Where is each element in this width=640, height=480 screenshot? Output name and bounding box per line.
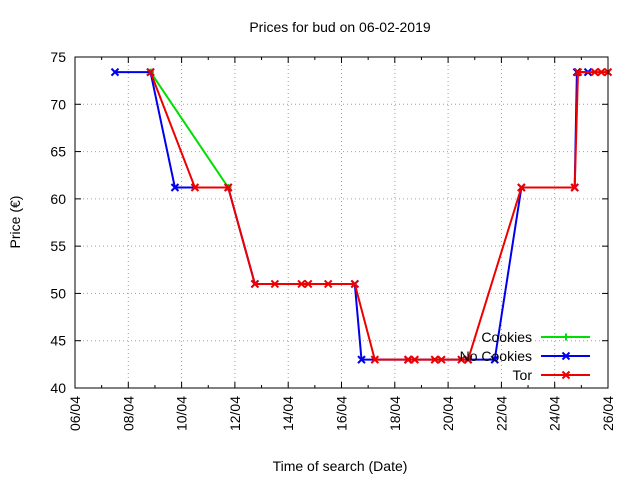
y-tick-label: 55 <box>50 238 66 254</box>
x-tick-label: 08/04 <box>120 396 136 431</box>
y-axis-label: Price (€) <box>7 196 23 249</box>
data-point <box>570 183 579 192</box>
data-point <box>323 279 333 289</box>
data-point <box>297 279 306 289</box>
x-tick-label: 20/04 <box>440 396 456 431</box>
data-point <box>561 351 571 361</box>
data-point <box>437 355 446 364</box>
y-tick-label: 60 <box>50 191 66 207</box>
data-point <box>597 67 606 77</box>
legend-label: No Cookies <box>460 348 532 364</box>
y-tick-label: 75 <box>50 49 66 65</box>
y-tick-label: 65 <box>50 144 66 160</box>
y-tick-label: 40 <box>50 380 66 396</box>
data-point <box>110 67 120 77</box>
x-tick-label: 14/04 <box>280 396 296 431</box>
legend-label: Cookies <box>481 329 532 345</box>
x-tick-label: 18/04 <box>387 396 403 431</box>
data-point <box>517 183 526 192</box>
series-no-cookies <box>110 67 593 364</box>
data-point <box>490 355 499 364</box>
data-point <box>170 183 180 192</box>
plot-area <box>110 67 613 364</box>
y-tick-label: 70 <box>50 96 66 112</box>
series-line <box>149 71 608 361</box>
x-axis-label: Time of search (Date) <box>273 458 408 474</box>
legend: Cookies No Cookies Tor <box>460 329 590 383</box>
series-tor <box>146 67 613 364</box>
data-point <box>250 279 260 289</box>
series-line <box>149 71 230 189</box>
data-point <box>410 355 419 364</box>
legend-label: Tor <box>513 367 533 383</box>
x-tick-label: 06/04 <box>67 396 83 431</box>
data-point <box>561 370 571 380</box>
x-tick-label: 10/04 <box>174 396 190 431</box>
x-tick-label: 12/04 <box>227 396 243 431</box>
legend-entry: No Cookies <box>460 348 590 364</box>
data-point <box>357 355 366 364</box>
series-line <box>115 71 588 361</box>
data-point <box>146 67 155 77</box>
data-point <box>590 67 599 77</box>
x-tick-label: 26/04 <box>600 396 616 431</box>
data-point <box>573 67 583 77</box>
chart-title: Prices for bud on 06-02-2019 <box>249 19 431 35</box>
axes: 40 45 50 55 60 65 70 75 06/04 08/04 10/04 12/04 14/0… <box>50 49 616 431</box>
data-point <box>350 279 360 289</box>
data-point <box>562 333 570 341</box>
x-tick-label: 22/04 <box>493 396 509 431</box>
data-point <box>270 279 280 289</box>
data-point <box>463 355 473 364</box>
data-point <box>430 355 439 364</box>
y-tick-label: 45 <box>50 333 66 349</box>
x-tick-label: 24/04 <box>547 396 563 431</box>
data-point <box>370 355 380 364</box>
legend-entry: Tor <box>513 367 590 383</box>
x-tick-label: 16/04 <box>334 396 350 431</box>
data-point <box>190 183 200 192</box>
data-point <box>224 183 233 192</box>
data-point <box>303 279 313 289</box>
data-point <box>403 355 413 364</box>
y-tick-label: 50 <box>50 285 66 301</box>
legend-entry: Cookies <box>481 329 590 345</box>
data-point <box>457 355 466 364</box>
